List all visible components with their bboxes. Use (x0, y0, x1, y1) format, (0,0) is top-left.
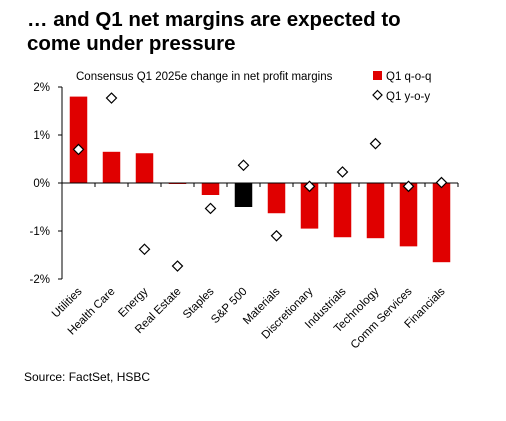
legend-marker-yoy (372, 89, 383, 101)
marker-series (72, 92, 448, 272)
x-tick-label: Comm Services (349, 285, 415, 351)
bar-series (69, 96, 451, 263)
bar-discretionary (300, 183, 319, 229)
legend: Q1 q-o-q Q1 y-o-y (372, 71, 431, 103)
bar-utilities (69, 96, 88, 183)
marker-technology (369, 137, 382, 150)
marker-health-care (105, 92, 118, 104)
source-note: Source: FactSet, HSBC (24, 370, 151, 384)
bar-health-care (102, 151, 121, 183)
bar-chart: Consensus Q1 2025e change in net profit … (30, 71, 459, 352)
bar-industrials (333, 183, 352, 238)
bar-technology (366, 183, 385, 239)
bar-energy (135, 153, 154, 183)
bar-comm-services (399, 183, 418, 247)
marker-comm-services (402, 180, 415, 193)
marker-energy (138, 243, 151, 256)
marker-industrials (336, 166, 349, 178)
legend-label-yoy: Q1 y-o-y (386, 91, 430, 103)
title-line-2: come under pressure (27, 32, 236, 55)
bar-financials (432, 183, 451, 263)
y-tick-label: -2% (30, 274, 50, 286)
marker-discretionary (303, 180, 316, 193)
legend-label-qoq: Q1 q-o-q (386, 71, 431, 83)
chart-title: … and Q1 net margins are expected to com… (27, 8, 497, 56)
y-tick-label: -1% (30, 226, 50, 238)
marker-real-estate (171, 260, 184, 272)
bar-staples (201, 183, 220, 195)
marker-financials (435, 176, 448, 189)
bar-materials (267, 183, 286, 214)
marker-staples (204, 202, 217, 215)
title-line-1: … and Q1 net margins are expected to (27, 8, 401, 31)
marker-s-p-500 (237, 159, 250, 172)
marker-materials (270, 229, 283, 242)
legend-swatch-qoq (373, 71, 382, 80)
marker-utilities (72, 143, 85, 156)
chart-subtitle: Consensus Q1 2025e change in net profit … (76, 71, 333, 83)
y-tick-label: 2% (33, 82, 50, 94)
y-tick-label: 0% (33, 178, 50, 190)
y-axis: 2% 1% 0% -1% -2% (30, 82, 62, 286)
axes (61, 87, 459, 279)
bar-s-p-500 (234, 183, 253, 207)
y-tick-label: 1% (33, 130, 50, 142)
